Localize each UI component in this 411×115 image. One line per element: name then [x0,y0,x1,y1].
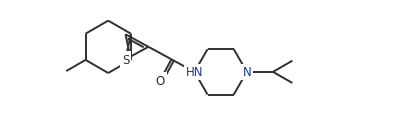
Text: O: O [156,74,165,87]
Text: HN: HN [186,66,203,79]
Text: S: S [122,53,129,66]
Text: N: N [242,66,251,79]
